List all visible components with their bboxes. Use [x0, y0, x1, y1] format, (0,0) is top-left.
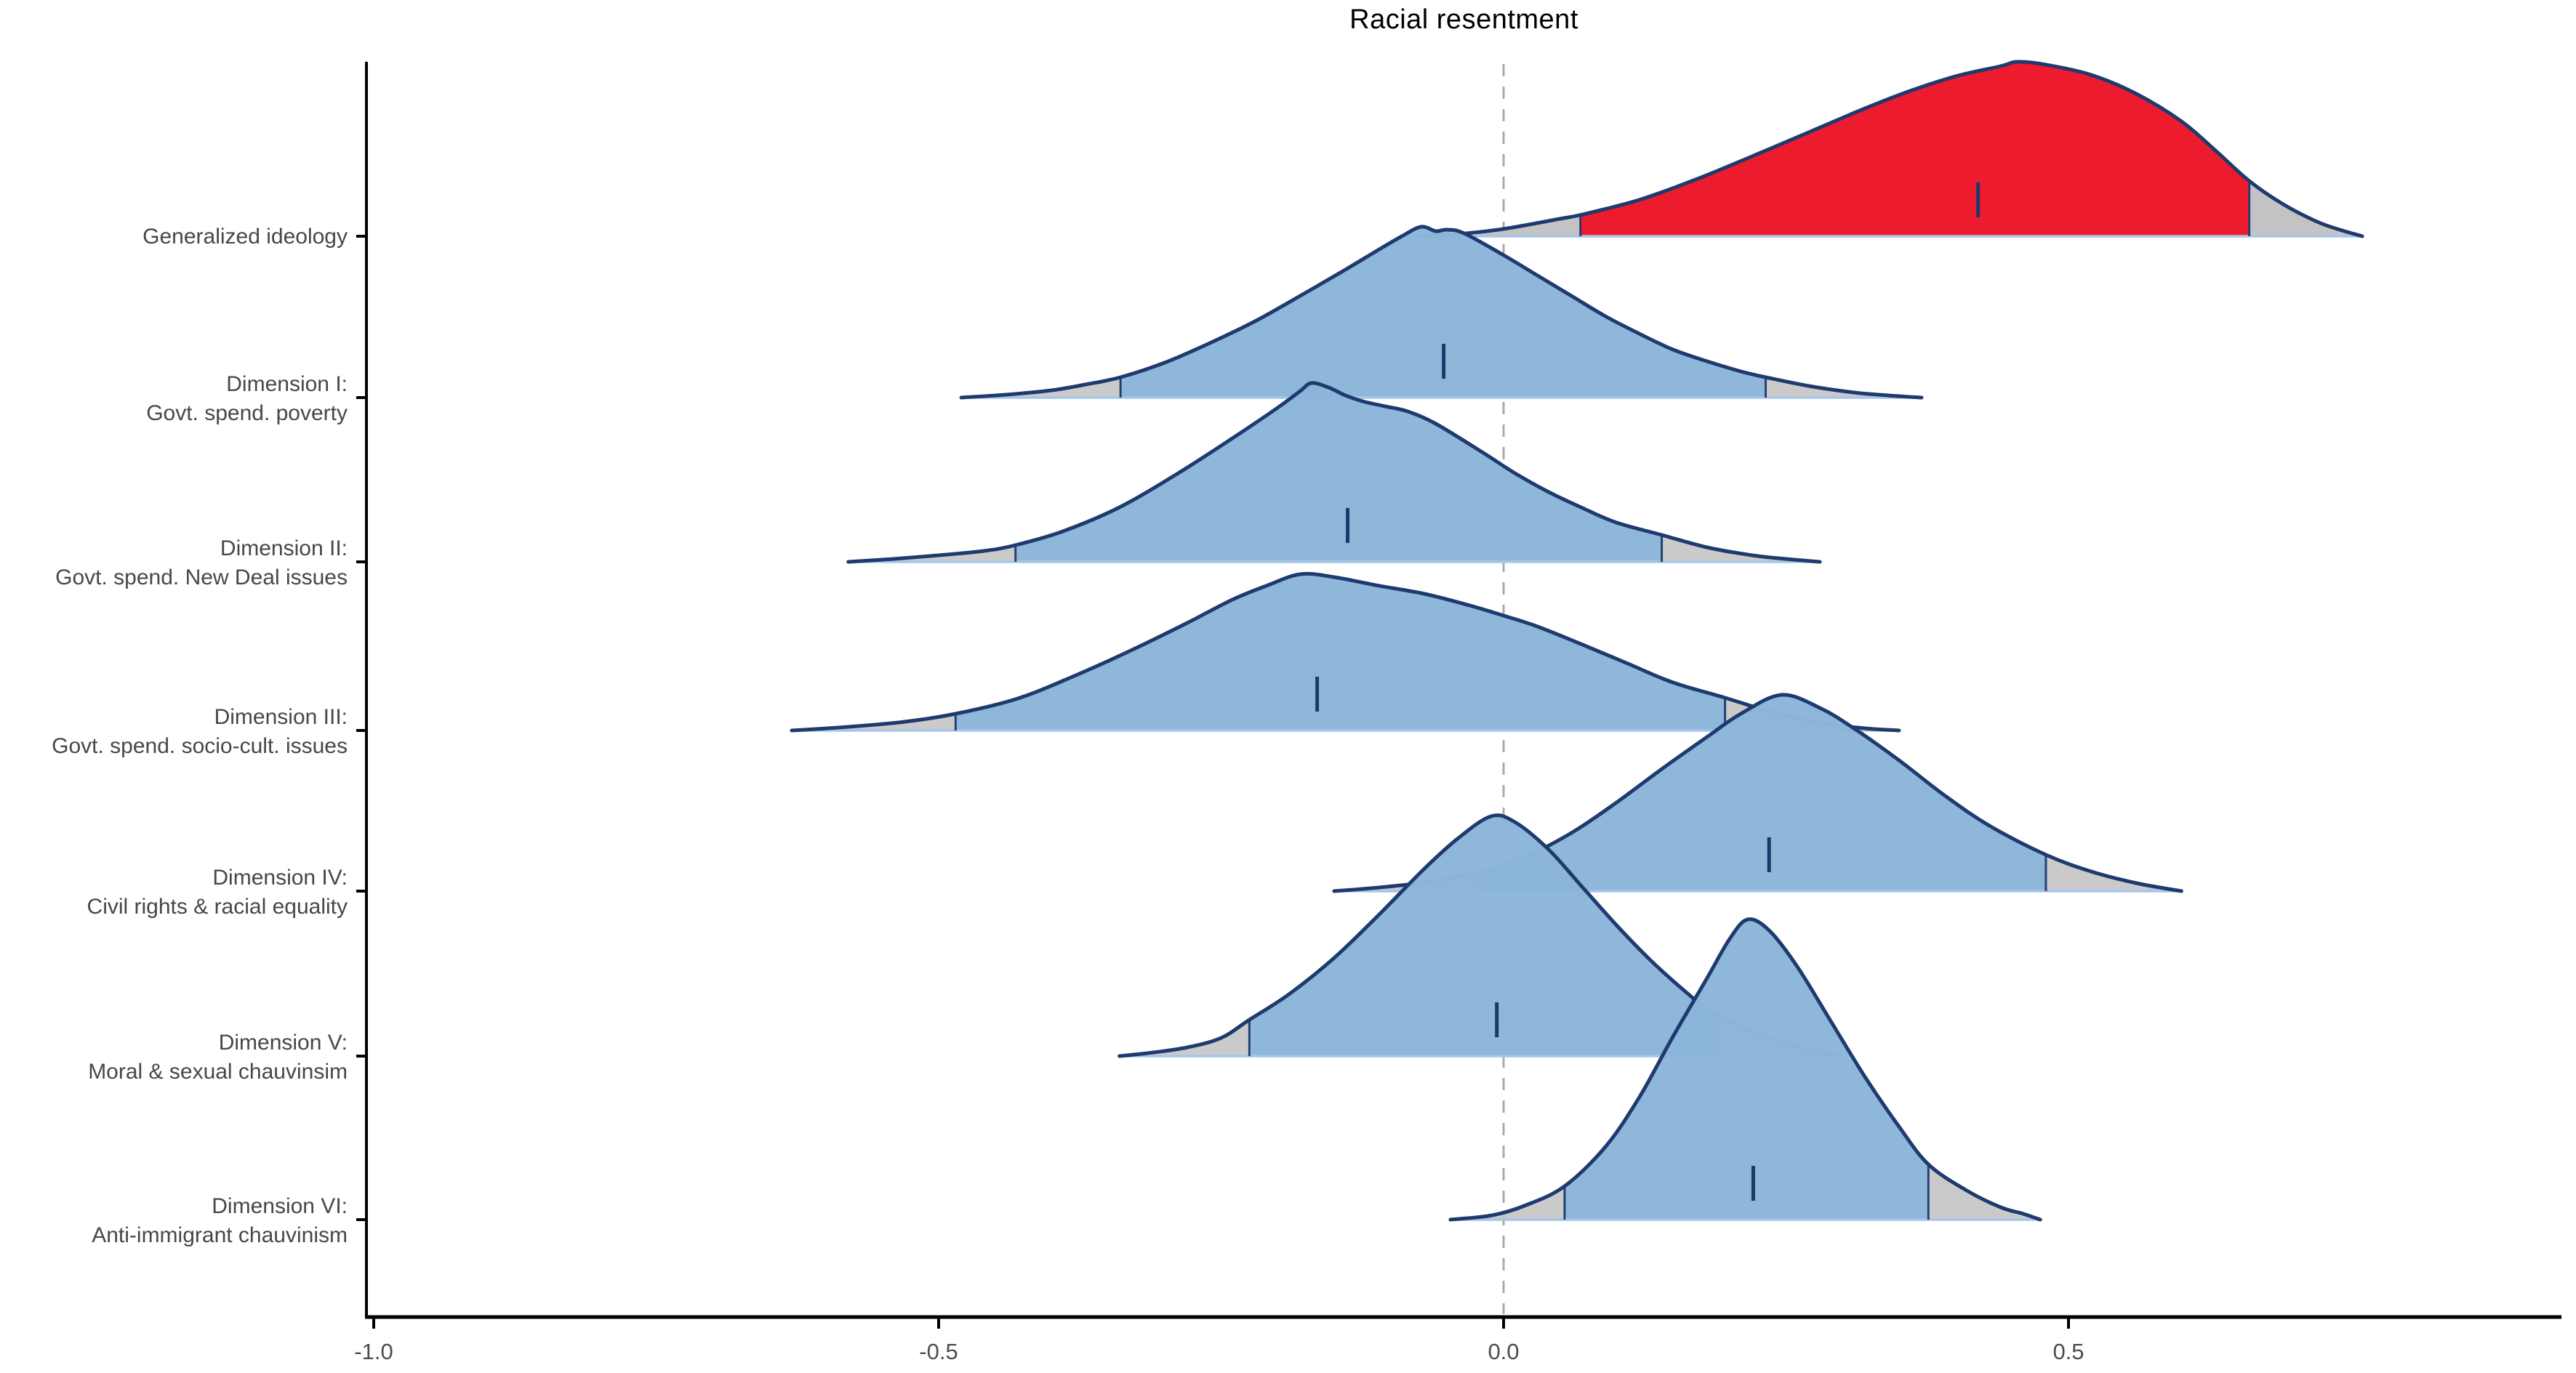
- row-label-line1: Dimension I:: [226, 372, 348, 396]
- density-ci-area: [1580, 61, 2250, 236]
- density-ci-area: [1015, 382, 1662, 562]
- row-label-1: Generalized ideology: [143, 225, 348, 249]
- density-outline: [790, 571, 1901, 733]
- row-label-5: Dimension IV: Civil rights & racial equal…: [87, 866, 348, 919]
- row-label-4: Dimension III: Govt. spend. socio-cult. i…: [52, 705, 348, 758]
- x-tick-label: -1.0: [354, 1339, 393, 1364]
- density-outline: [1416, 60, 2364, 238]
- row-label-line2: Govt. spend. New Deal issues: [55, 565, 348, 589]
- chart-title: Racial resentment: [1349, 4, 1578, 35]
- row-label-3: Dimension II: Govt. spend. New Deal issue…: [55, 536, 348, 589]
- row-label-6: Dimension V: Moral & sexual chauvinsim: [88, 1031, 348, 1084]
- x-tick-label: 0.5: [2053, 1339, 2084, 1364]
- row-label-line1: Dimension IV:: [212, 866, 348, 890]
- row-label-line1: Dimension VI:: [212, 1194, 348, 1218]
- density-ci-area: [955, 573, 1725, 730]
- density-ci-area: [1249, 815, 1713, 1056]
- density-row-3: [846, 381, 1822, 564]
- density-row-1: [1416, 60, 2364, 238]
- row-label-line1: Dimension II:: [220, 536, 348, 560]
- density-ci-area: [1120, 226, 1766, 398]
- axes: Generalized ideology Dimension I: Govt. sp…: [52, 62, 2561, 1364]
- row-label-2: Dimension I: Govt. spend. poverty: [146, 372, 348, 425]
- row-label-line1: Dimension V:: [219, 1031, 348, 1055]
- density-row-4: [790, 571, 1901, 733]
- row-label-line2: Govt. spend. poverty: [146, 401, 348, 425]
- x-tick-label: -0.5: [919, 1339, 958, 1364]
- row-label-line2: Anti-immigrant chauvinism: [92, 1223, 348, 1247]
- density-outline: [959, 225, 1924, 400]
- row-label-line2: Govt. spend. socio-cult. issues: [52, 734, 348, 758]
- x-tick-label: 0.0: [1488, 1339, 1519, 1364]
- row-label-line1: Dimension III:: [214, 705, 348, 729]
- row-label-line2: Civil rights & racial equality: [87, 895, 348, 919]
- row-label-7: Dimension VI: Anti-immigrant chauvinism: [92, 1194, 348, 1247]
- density-row-2: [959, 225, 1924, 400]
- density-outline: [846, 381, 1822, 564]
- density-ci-area: [1564, 919, 1929, 1220]
- density-outline: [1448, 917, 2042, 1222]
- row-label-line2: Moral & sexual chauvinsim: [88, 1060, 348, 1084]
- density-row-7: [1448, 917, 2042, 1222]
- density-ci-area: [1480, 694, 2046, 891]
